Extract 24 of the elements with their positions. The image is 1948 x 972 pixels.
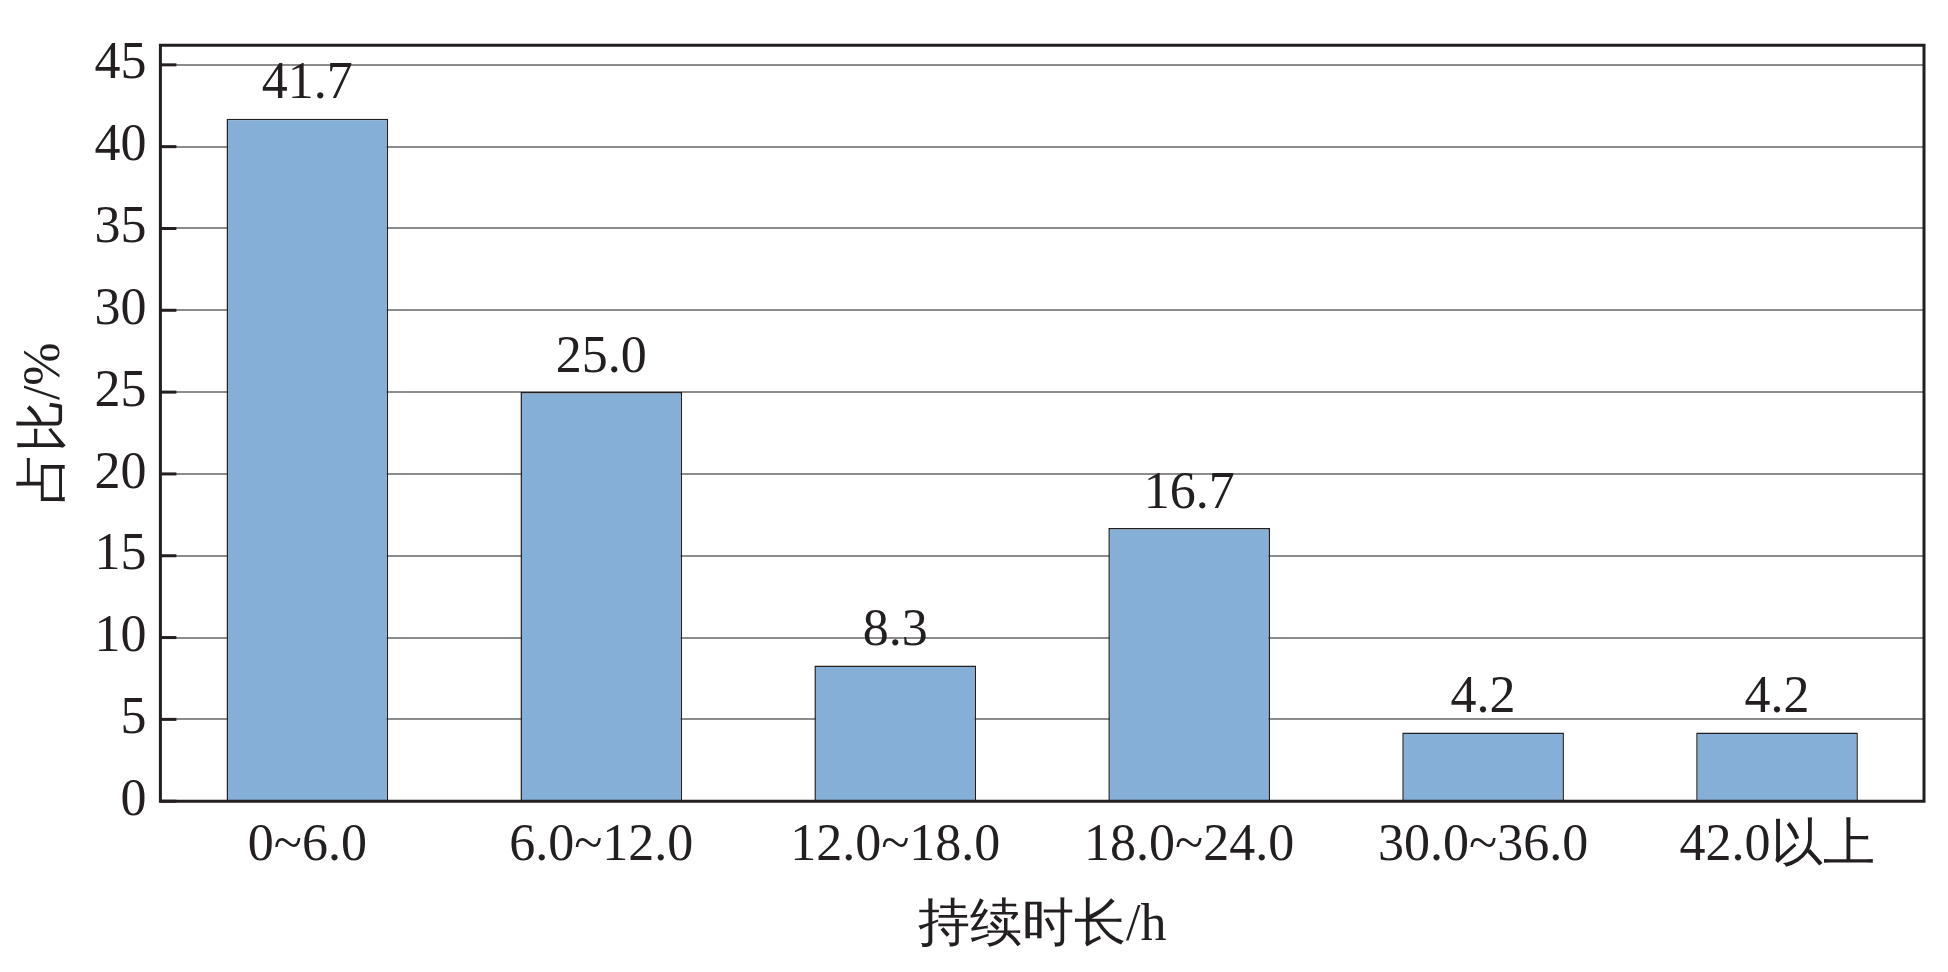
x-tick-label: 12.0~18.0 xyxy=(790,814,1001,872)
x-tick-label: 30.0~36.0 xyxy=(1378,814,1589,872)
data-label: 8.3 xyxy=(862,599,928,657)
data-label: 41.7 xyxy=(261,52,353,110)
y-tick-label: 25 xyxy=(94,359,147,417)
data-label: 25.0 xyxy=(555,325,647,383)
y-tick-label: 20 xyxy=(94,441,147,499)
y-axis-title: 占比/% xyxy=(12,342,70,505)
y-tick-label: 0 xyxy=(120,768,147,826)
data-label: 16.7 xyxy=(1143,461,1235,519)
x-tick-label: 0~6.0 xyxy=(247,814,367,872)
y-tick-label: 5 xyxy=(120,687,147,745)
data-label: 4.2 xyxy=(1744,666,1810,724)
x-tick-label: 18.0~24.0 xyxy=(1084,814,1295,872)
y-tick-label: 45 xyxy=(94,32,147,90)
y-tick-label: 40 xyxy=(94,114,147,172)
y-tick-label: 15 xyxy=(94,523,147,581)
x-tick-label: 6.0~12.0 xyxy=(509,814,694,872)
x-tick-label: 42.0以上 xyxy=(1679,814,1875,872)
data-label: 4.2 xyxy=(1450,666,1516,724)
y-tick-label: 30 xyxy=(94,277,147,335)
y-tick-label: 35 xyxy=(94,196,147,254)
x-axis-title: 持续时长/h xyxy=(917,894,1167,952)
y-tick-label: 10 xyxy=(94,605,147,663)
